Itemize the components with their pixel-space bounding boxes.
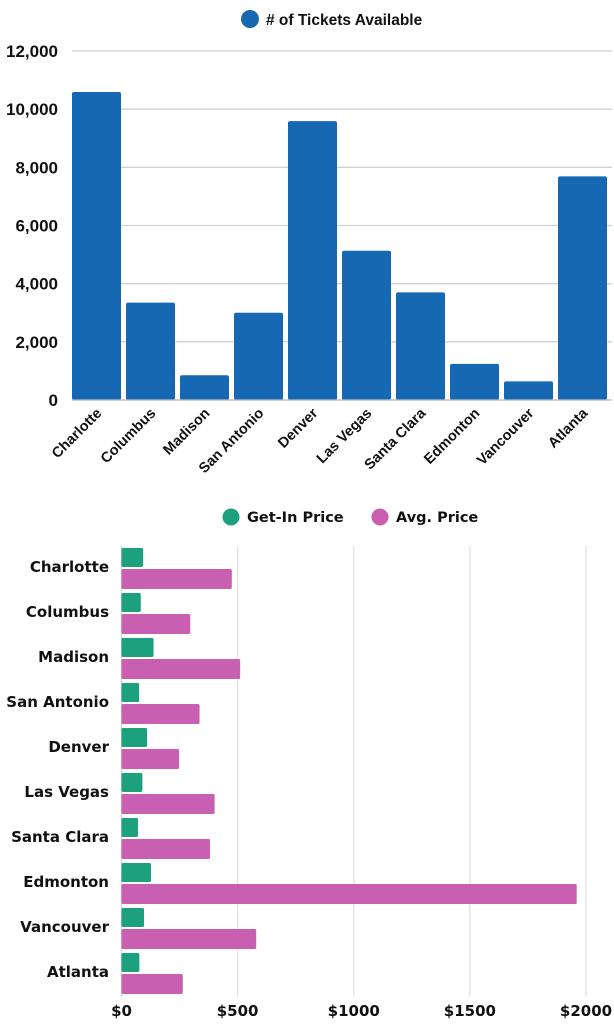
y-tick-label: 4,000 <box>15 275 58 294</box>
x-tick-label: $500 <box>217 1002 259 1020</box>
x-tick-label: $1000 <box>328 1002 380 1020</box>
y-tick-label: 6,000 <box>15 217 58 236</box>
y-tick-label: 10,000 <box>6 100 58 119</box>
x-tick-label: $1500 <box>444 1002 496 1020</box>
bar-get-in-vancouver[interactable] <box>121 908 145 927</box>
bar-get-in-columbus[interactable] <box>121 593 141 612</box>
y-tick-label: 0 <box>49 391 58 410</box>
chart1-legend: # of Tickets Available <box>241 10 423 29</box>
legend-label-get-in: Get-In Price <box>247 510 344 526</box>
y-category-label: Madison <box>38 648 109 666</box>
chart1-y-axis: 0 2,000 4,000 6,000 8,000 10,000 12,000 <box>6 42 58 410</box>
y-tick-label: 8,000 <box>15 158 58 177</box>
chart2-bars <box>121 548 577 994</box>
bar-avg-charlotte[interactable] <box>121 569 232 589</box>
bar-atlanta[interactable] <box>558 176 607 400</box>
bar-get-in-santa-clara[interactable] <box>121 818 138 837</box>
bar-edmonton[interactable] <box>450 363 499 400</box>
bar-san-antonio[interactable] <box>234 312 283 400</box>
y-category-label: Las Vegas <box>24 783 109 801</box>
bar-avg-edmonton[interactable] <box>121 884 577 904</box>
y-tick-label: 2,000 <box>15 333 58 352</box>
bar-columbus[interactable] <box>126 302 175 400</box>
bar-avg-san-antonio[interactable] <box>121 704 200 724</box>
bar-avg-santa-clara[interactable] <box>121 839 210 859</box>
bar-get-in-las-vegas[interactable] <box>121 773 143 792</box>
x-tick-label: $2000 <box>560 1002 612 1020</box>
x-category-label: Charlotte <box>49 406 105 462</box>
bar-get-in-charlotte[interactable] <box>121 548 144 567</box>
bar-avg-las-vegas[interactable] <box>121 794 215 814</box>
bar-get-in-atlanta[interactable] <box>121 953 140 972</box>
x-category-label: Madison <box>160 406 213 459</box>
y-category-label: San Antonio <box>6 693 109 711</box>
bar-get-in-edmonton[interactable] <box>121 863 151 882</box>
chart2-y-axis: Charlotte Columbus Madison San Antonio Denve… <box>6 558 109 981</box>
bar-avg-madison[interactable] <box>121 659 241 679</box>
bar-denver[interactable] <box>288 121 337 401</box>
legend-label-avg: Avg. Price <box>396 510 478 526</box>
ticket-prices-bar-chart: Get-In Price Avg. Price Charlotte Columbu… <box>6 508 612 1020</box>
bar-get-in-denver[interactable] <box>121 728 148 747</box>
legend-dot-get-in-icon <box>222 508 240 526</box>
y-tick-label: 12,000 <box>6 42 58 61</box>
bar-avg-atlanta[interactable] <box>121 974 183 994</box>
tickets-available-bar-chart: # of Tickets Available 0 2,000 4,000 6,000 8… <box>6 10 612 477</box>
bar-las-vegas[interactable] <box>342 250 391 400</box>
bar-avg-vancouver[interactable] <box>121 929 257 949</box>
chart1-bars <box>72 92 612 401</box>
y-category-label: Edmonton <box>23 873 109 891</box>
y-category-label: Vancouver <box>20 918 109 936</box>
x-category-label: Vancouver <box>474 405 537 468</box>
y-category-label: Charlotte <box>30 558 109 576</box>
chart2-x-axis: $0 $500 $1000 $1500 $2000 <box>111 1002 612 1020</box>
bar-get-in-san-antonio[interactable] <box>121 683 140 702</box>
x-category-label: Atlanta <box>545 405 592 452</box>
x-category-label: Columbus <box>98 406 159 467</box>
legend-dot-avg-icon <box>371 508 389 526</box>
bar-avg-columbus[interactable] <box>121 614 191 634</box>
bar-santa-clara[interactable] <box>396 292 445 400</box>
y-category-label: Santa Clara <box>11 828 109 846</box>
bar-get-in-madison[interactable] <box>121 638 154 657</box>
x-category-label: Denver <box>275 405 321 451</box>
bar-charlotte[interactable] <box>72 92 121 400</box>
bar-vancouver[interactable] <box>504 381 553 400</box>
x-tick-label: $0 <box>111 1002 132 1020</box>
y-category-label: Atlanta <box>47 963 109 981</box>
legend-label-tickets: # of Tickets Available <box>266 12 423 29</box>
bar-avg-denver[interactable] <box>121 749 180 769</box>
legend-dot-icon <box>241 10 259 28</box>
y-category-label: Denver <box>48 738 109 756</box>
chart2-legend: Get-In Price Avg. Price <box>222 508 478 526</box>
bar-madison[interactable] <box>180 375 229 400</box>
y-category-label: Columbus <box>26 603 109 621</box>
